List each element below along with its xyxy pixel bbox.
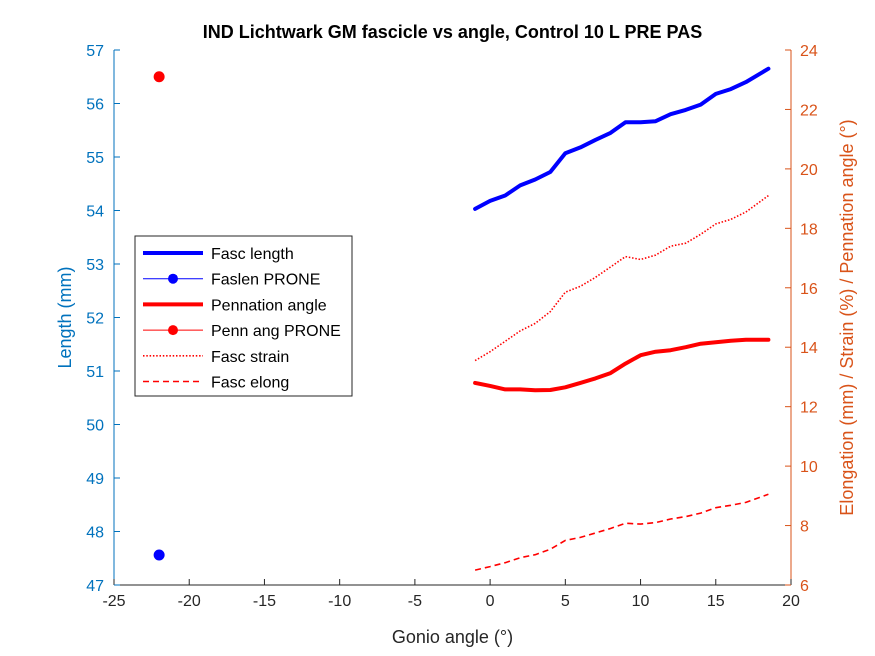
legend-marker-faslen-prone <box>168 273 178 284</box>
fasc-length-line <box>473 66 771 211</box>
y-right-tick-label: 10 <box>800 459 818 476</box>
series-layer <box>153 66 771 571</box>
y-right-tick-label: 20 <box>800 162 818 179</box>
x-tick-label: 0 <box>486 593 495 610</box>
legend-label-fasc-strain: Fasc strain <box>211 349 289 366</box>
y-left-tick-label: 51 <box>86 364 104 381</box>
y-left-tick-label: 56 <box>86 97 104 114</box>
fasc-strain-line <box>474 194 769 362</box>
axes-layer: -25 -20 -15 -10 -5 0 5 10 15 20 47 48 49 50 51 52 53 54 5… <box>86 43 818 610</box>
chart-title: IND Lichtwark GM fascicle vs angle, Cont… <box>203 22 702 42</box>
y-right-tick-label: 16 <box>800 281 818 298</box>
faslen-prone-point <box>153 549 165 561</box>
x-axis-label: Gonio angle (°) <box>392 627 513 647</box>
y-right-tick-label: 22 <box>800 102 818 119</box>
y-right-tick-label: 12 <box>800 400 818 417</box>
y-right-axis-label: Elongation (mm) / Strain (%) / Pennation… <box>837 119 857 515</box>
y-left-axis-label: Length (mm) <box>55 266 75 368</box>
penn-ang-prone-point <box>153 71 165 83</box>
x-tick-label: -10 <box>328 593 351 610</box>
legend-label-fasc-elong: Fasc elong <box>211 375 289 392</box>
fasc-elong-line <box>474 493 769 571</box>
x-ticks: -25 -20 -15 -10 -5 0 5 10 15 20 <box>102 579 800 610</box>
y-right-ticks: 6 8 10 12 14 16 18 20 22 24 <box>785 43 818 595</box>
y-right-tick-label: 8 <box>800 519 809 536</box>
y-left-tick-label: 48 <box>86 525 104 542</box>
x-tick-label: 5 <box>561 593 570 610</box>
y-left-tick-label: 55 <box>86 150 104 167</box>
pennation-angle-line <box>473 337 771 393</box>
y-right-tick-label: 18 <box>800 221 818 238</box>
x-tick-label: 10 <box>632 593 650 610</box>
y-left-tick-label: 47 <box>86 578 104 595</box>
x-tick-label: -20 <box>178 593 201 610</box>
x-tick-label: -5 <box>408 593 422 610</box>
legend-label-faslen-prone: Faslen PRONE <box>211 272 320 289</box>
y-left-tick-label: 53 <box>86 257 104 274</box>
y-left-tick-label: 54 <box>86 204 104 221</box>
x-tick-label: 15 <box>707 593 725 610</box>
y-right-tick-label: 14 <box>800 340 818 357</box>
x-tick-label: -25 <box>102 593 125 610</box>
y-left-tick-label: 50 <box>86 418 104 435</box>
x-tick-label: 20 <box>782 593 800 610</box>
y-left-tick-label: 57 <box>86 43 104 60</box>
y-left-tick-label: 52 <box>86 311 104 328</box>
legend-marker-penn-ang-prone <box>168 325 178 336</box>
legend: Fasc length Faslen PRONE Pennation angle Pe… <box>134 235 353 397</box>
y-right-tick-label: 24 <box>800 43 818 60</box>
y-right-tick-label: 6 <box>800 578 809 595</box>
legend-box <box>134 235 353 397</box>
y-left-ticks: 47 48 49 50 51 52 53 54 55 56 57 <box>86 43 120 595</box>
x-tick-label: -15 <box>253 593 276 610</box>
legend-label-penn-ang-prone: Penn ang PRONE <box>211 323 341 340</box>
legend-label-pennation-angle: Pennation angle <box>211 297 327 314</box>
y-left-tick-label: 49 <box>86 471 104 488</box>
legend-label-fasc-length: Fasc length <box>211 246 294 263</box>
